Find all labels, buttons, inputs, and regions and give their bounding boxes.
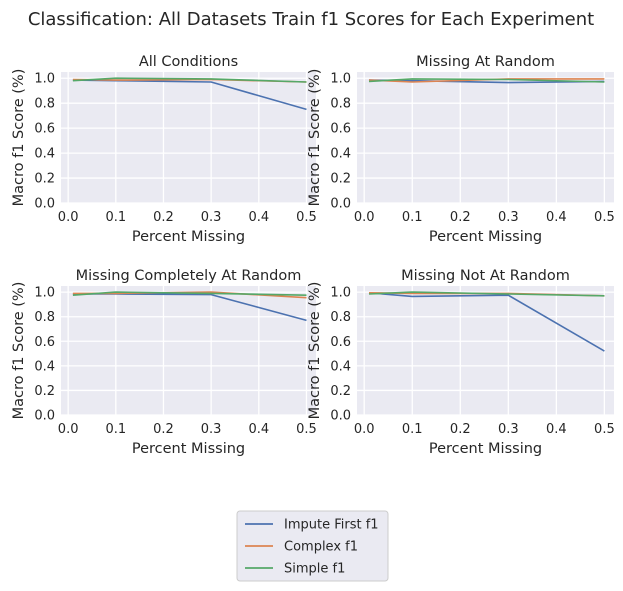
x-tick-label: 0.1 <box>402 210 423 225</box>
x-tick-label: 0.4 <box>248 210 269 225</box>
y-tick-label: 0.8 <box>34 310 55 325</box>
x-axis-label: Percent Missing <box>132 441 245 457</box>
y-tick-label: 0.8 <box>330 97 351 112</box>
plot-area <box>357 286 614 415</box>
subplot-title: Missing At Random <box>416 54 555 70</box>
x-tick-label: 0.1 <box>105 210 126 225</box>
y-tick-label: 0.4 <box>34 147 55 162</box>
x-tick-label: 0.3 <box>201 422 222 437</box>
y-tick-label: 0.4 <box>34 359 55 374</box>
y-axis-label: Macro f1 Score (%) <box>307 282 323 420</box>
series-line-complex-f1 <box>368 78 605 83</box>
y-tick-label: 0.6 <box>330 335 351 350</box>
subplot-4: 0.0 0.1 0.2 0.3 0.4 0.5 0.0 0.2 0.4 0.6 0.8 1.0 Miss… <box>307 268 615 457</box>
legend-label-impute-first-f1: Impute First f1 <box>284 518 379 533</box>
x-tick-label: 0.0 <box>58 210 79 225</box>
x-axis-label: Percent Missing <box>429 229 542 245</box>
x-tick-label: 0.4 <box>546 210 567 225</box>
y-axis-label: Macro f1 Score (%) <box>11 69 27 207</box>
subplot-2: 0.0 0.1 0.2 0.3 0.4 0.5 0.0 0.2 0.4 0.6 0.8 1.0 Miss… <box>307 54 615 245</box>
subplot-grid: 0.0 0.1 0.2 0.3 0.4 0.5 0.0 0.2 0.4 0.6 0.8 1.0 All … <box>11 54 615 457</box>
y-tick-label: 0.6 <box>330 122 351 137</box>
x-tick-label: 0.2 <box>153 422 174 437</box>
legend-label-complex-f1: Complex f1 <box>284 540 358 555</box>
x-tick-label: 0.3 <box>201 210 222 225</box>
y-tick-label: 0.8 <box>34 97 55 112</box>
y-tick-label: 0.6 <box>34 122 55 137</box>
y-axis-label: Macro f1 Score (%) <box>11 282 27 420</box>
x-tick-label: 0.4 <box>248 422 269 437</box>
y-tick-label: 1.0 <box>330 286 351 301</box>
y-tick-label: 1.0 <box>34 72 55 87</box>
subplot-3: 0.0 0.1 0.2 0.3 0.4 0.5 0.0 0.2 0.4 0.6 0.8 1.0 Miss… <box>11 268 317 457</box>
y-axis-label: Macro f1 Score (%) <box>307 69 323 207</box>
y-tick-label: 0.0 <box>330 197 351 212</box>
y-tick-label: 0.0 <box>34 409 55 424</box>
plot-area <box>61 72 316 203</box>
subplot-title: Missing Not At Random <box>401 268 570 284</box>
plot-area <box>61 286 316 415</box>
x-tick-label: 0.2 <box>153 210 174 225</box>
y-tick-label: 1.0 <box>330 72 351 87</box>
x-tick-label: 0.3 <box>498 422 519 437</box>
series-line-simple-f1 <box>368 291 605 297</box>
subplot-title: Missing Completely At Random <box>76 268 302 284</box>
y-tick-label: 1.0 <box>34 286 55 301</box>
series-line-impute-first-f1 <box>368 292 605 352</box>
y-tick-label: 0.0 <box>330 409 351 424</box>
x-tick-label: 0.5 <box>296 422 317 437</box>
figure-title: Classification: All Datasets Train f1 Sc… <box>28 9 594 30</box>
legend-label-simple-f1: Simple f1 <box>284 562 345 577</box>
x-tick-label: 0.1 <box>105 422 126 437</box>
x-tick-label: 0.2 <box>450 422 471 437</box>
legend: Impute First f1 Complex f1 Simple f1 <box>236 510 389 582</box>
x-tick-label: 0.0 <box>354 422 375 437</box>
plot-area <box>357 72 614 203</box>
y-tick-label: 0.2 <box>34 172 55 187</box>
y-tick-label: 0.6 <box>34 335 55 350</box>
x-tick-label: 0.0 <box>354 210 375 225</box>
series-line-simple-f1 <box>368 78 605 83</box>
y-tick-label: 0.4 <box>330 147 351 162</box>
x-tick-label: 0.5 <box>296 210 317 225</box>
x-tick-label: 0.5 <box>594 422 615 437</box>
subplot-1: 0.0 0.1 0.2 0.3 0.4 0.5 0.0 0.2 0.4 0.6 0.8 1.0 All … <box>11 54 317 245</box>
x-tick-label: 0.3 <box>498 210 519 225</box>
legend-box <box>236 510 389 582</box>
y-tick-label: 0.4 <box>330 359 351 374</box>
series-line-simple-f1 <box>72 77 307 83</box>
y-tick-label: 0.2 <box>330 384 351 399</box>
y-tick-label: 0.2 <box>330 172 351 187</box>
x-tick-label: 0.2 <box>450 210 471 225</box>
y-tick-label: 0.2 <box>34 384 55 399</box>
x-tick-label: 0.5 <box>594 210 615 225</box>
y-tick-label: 0.8 <box>330 310 351 325</box>
x-tick-label: 0.1 <box>402 422 423 437</box>
y-tick-label: 0.0 <box>34 197 55 212</box>
x-tick-label: 0.0 <box>58 422 79 437</box>
x-tick-label: 0.4 <box>546 422 567 437</box>
subplot-title: All Conditions <box>139 54 238 70</box>
x-axis-label: Percent Missing <box>429 441 542 457</box>
series-line-simple-f1 <box>72 291 307 296</box>
x-axis-label: Percent Missing <box>132 229 245 245</box>
